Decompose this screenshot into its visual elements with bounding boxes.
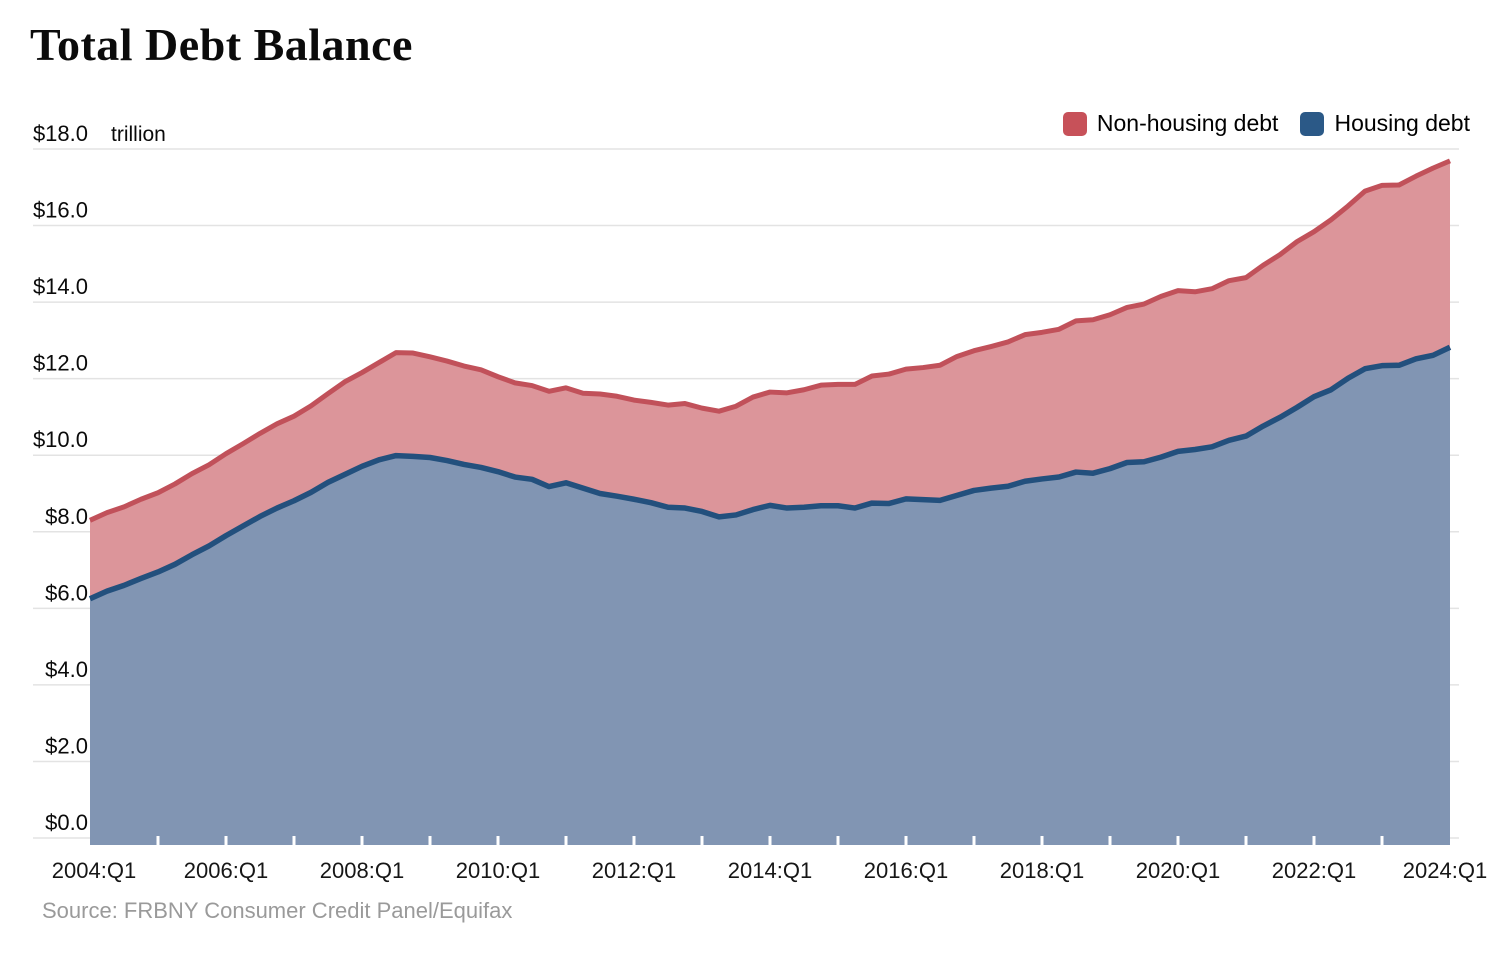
y-axis-label: $12.0	[33, 351, 88, 376]
y-axis-label: $6.0	[45, 580, 88, 605]
x-axis-year-tick	[1176, 836, 1180, 845]
y-axis-unit-label: trillion	[111, 123, 166, 146]
x-axis-year-tick	[428, 836, 432, 845]
x-axis-year-tick	[1312, 836, 1316, 845]
x-axis-year-tick	[768, 836, 772, 845]
x-axis-year-tick	[156, 836, 160, 845]
y-axis-label: $0.0	[45, 810, 88, 835]
x-axis-label: 2024:Q1	[1403, 858, 1487, 883]
total-debt-line	[88, 158, 1451, 523]
x-axis-year-tick	[496, 836, 500, 845]
x-axis-year-tick	[1244, 836, 1248, 845]
legend-swatch	[1062, 111, 1087, 136]
legend-item-non-housing-debt: Non-housing debt	[1062, 110, 1279, 137]
housing-debt-line	[88, 344, 1452, 602]
legend: Non-housing debt Housing debt	[1062, 110, 1470, 137]
y-axis-label: $4.0	[45, 657, 88, 682]
y-axis-label: $8.0	[45, 504, 88, 529]
y-axis-label: $14.0	[33, 274, 88, 299]
chart-title: Total Debt Balance	[30, 19, 413, 70]
x-axis-year-tick	[360, 836, 364, 845]
x-axis-year-tick	[1380, 836, 1384, 845]
legend-swatch	[1300, 111, 1325, 136]
x-axis-year-tick	[224, 836, 228, 845]
x-axis-label: 2004:Q1	[52, 858, 136, 883]
y-axis-label: $10.0	[33, 427, 88, 452]
x-axis-label: 2020:Q1	[1136, 858, 1220, 883]
x-axis-year-tick	[904, 836, 908, 845]
y-axis-label: $18.0	[33, 121, 88, 146]
x-axis-year-tick	[564, 836, 568, 845]
x-axis-label: 2006:Q1	[184, 858, 268, 883]
x-axis-label: 2010:Q1	[456, 858, 540, 883]
x-axis-year-tick	[1040, 836, 1044, 845]
x-axis-year-tick	[1108, 836, 1112, 845]
y-axis-label: $16.0	[33, 198, 88, 223]
legend-item-housing-debt: Housing debt	[1300, 110, 1470, 137]
housing-debt-area	[90, 347, 1450, 845]
x-axis-label: 2022:Q1	[1272, 858, 1356, 883]
x-axis-year-tick	[292, 836, 296, 845]
x-axis-year-tick	[836, 836, 840, 845]
x-axis-label: 2016:Q1	[864, 858, 948, 883]
x-axis-label: 2014:Q1	[728, 858, 812, 883]
x-axis-label: 2018:Q1	[1000, 858, 1084, 883]
legend-label: Non-housing debt	[1096, 110, 1279, 136]
x-axis-label: 2012:Q1	[592, 858, 676, 883]
legend-label: Housing debt	[1334, 110, 1470, 136]
x-axis-label: 2008:Q1	[320, 858, 404, 883]
x-axis-year-tick	[972, 836, 976, 845]
x-axis-year-tick	[632, 836, 636, 845]
y-axis-label: $2.0	[45, 733, 88, 758]
x-axis-year-tick	[700, 836, 704, 845]
source-note: Source: FRBNY Consumer Credit Panel/Equi…	[42, 898, 513, 923]
